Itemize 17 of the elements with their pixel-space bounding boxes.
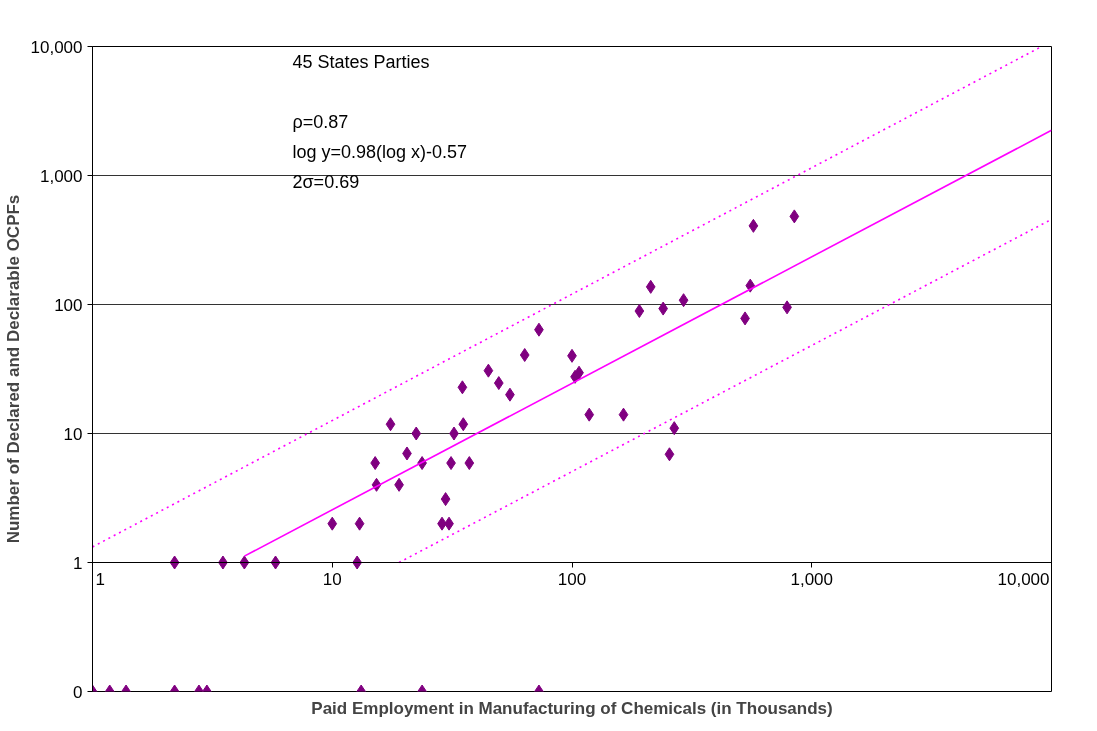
y-tick-label: 1,000 [39, 166, 83, 186]
y-tick-label: 10 [63, 424, 83, 444]
x-axis-title: Paid Employment in Manufacturing of Chemicals (in Thousands) [311, 698, 833, 718]
x-tick-label: 10 [322, 569, 342, 589]
annotation: 45 States Parties [292, 51, 430, 72]
annotation: ρ=0.87 [292, 111, 349, 132]
y-tick-label: 1 [73, 553, 83, 573]
x-tick-label: 1,000 [790, 569, 834, 589]
annotation: log y=0.98(log x)-0.57 [292, 141, 468, 162]
y-axis-title: Number of Declared and Declarable OCPFs [3, 194, 23, 544]
x-tick-label: 100 [557, 569, 587, 589]
annotation: 2σ=0.69 [292, 171, 360, 192]
y-tick-label: 0 [73, 682, 83, 702]
y-tick-label: 100 [54, 295, 83, 315]
x-tick-label: 1 [95, 569, 105, 589]
x-tick-label: 10,000 [997, 569, 1050, 589]
y-tick-label: 10,000 [30, 37, 83, 57]
